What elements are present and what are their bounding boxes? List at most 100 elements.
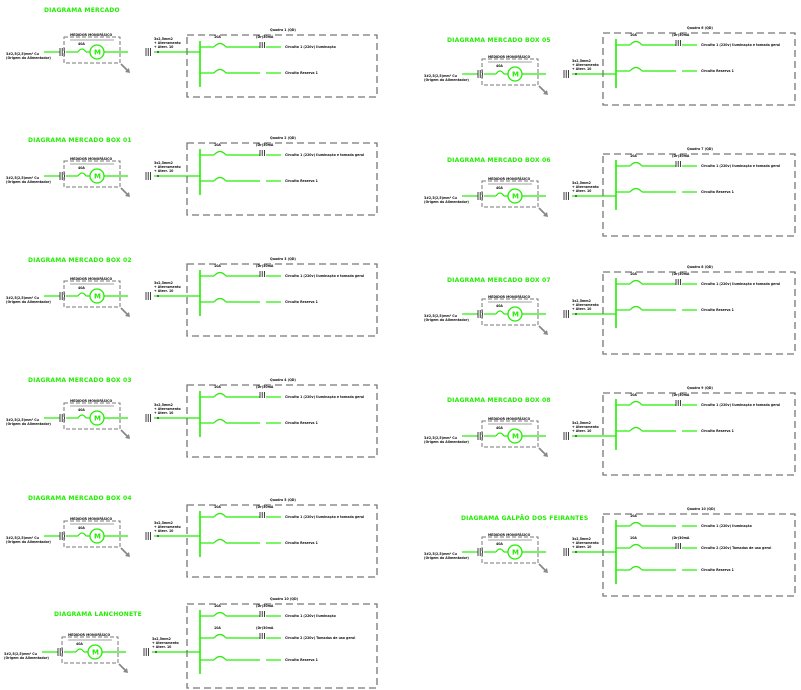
source-label-line-1: 3#2,5(2,5)mm² Cu bbox=[4, 652, 37, 656]
circuit-2: 10A (Dr)30mA Circuito 2 (220v) Tomadas de … bbox=[616, 536, 771, 550]
circuit-breaker-rating: 10A bbox=[214, 35, 221, 39]
energy-meter-glyph: M bbox=[512, 311, 519, 319]
circuit-label: Circuito Reserva 1 bbox=[701, 429, 734, 433]
cable-label-line-2: + Aterramento bbox=[572, 541, 600, 545]
circuit-2: Circuito Reserva 1 bbox=[200, 418, 318, 425]
main-breaker-symbol bbox=[495, 192, 505, 197]
cable-label-line-2: + Aterramento bbox=[154, 41, 182, 45]
diagram-title: DIAGRAMA MERCADO BOX 07 bbox=[447, 277, 551, 284]
circuit-breaker-symbol bbox=[629, 40, 643, 46]
feeder-node bbox=[575, 551, 577, 553]
distribution-board-enclosure bbox=[186, 504, 378, 578]
ground-arrow-head bbox=[125, 434, 130, 439]
ground-arrow bbox=[538, 325, 547, 334]
circuit-label: Circuito 1 (220v) Iluminação bbox=[701, 524, 753, 528]
circuit-label: Circuito 1 (220v) Iluminação e tomada ge… bbox=[701, 282, 780, 286]
ground-arrow bbox=[120, 307, 129, 316]
main-breaker-rating: 40A bbox=[78, 286, 85, 290]
meter-label: MEDIDOR MONOFÁSICO bbox=[488, 54, 530, 59]
board-title: Quadro 4 (QD) bbox=[270, 378, 296, 382]
circuit-label: Circuito Reserva 1 bbox=[285, 658, 318, 662]
cable-label-line-3: + Aterr. 10 bbox=[154, 45, 174, 49]
energy-meter-glyph: M bbox=[512, 193, 519, 201]
circuit-breaker-symbol bbox=[213, 538, 227, 544]
circuit-1: 10A (Dr)30mA Circuito 1 (220v) Iluminação bbox=[200, 604, 337, 618]
ground-arrow bbox=[120, 63, 129, 72]
circuit-1: 10A (Dr)30mA Circuito 1 (220v) Iluminação … bbox=[200, 264, 364, 278]
ground-arrow-head bbox=[125, 552, 130, 557]
diagram-8: DIAGRAMA MERCADO BOX 063#2,5(2,5)mm² Cu(… bbox=[424, 147, 796, 237]
source-label-line-2: (Origem do Alimentador) bbox=[6, 56, 51, 60]
main-breaker-symbol bbox=[75, 648, 85, 653]
meter-label: MEDIDOR MONOFÁSICO bbox=[488, 294, 530, 299]
board-title: Quadro 6 (QD) bbox=[687, 26, 713, 30]
distribution-board-enclosure bbox=[602, 271, 796, 355]
cable-label-line-1: 3x2,5mm2 bbox=[154, 37, 173, 41]
feeder-node bbox=[157, 175, 159, 177]
board-title: Quadro 1 (QD) bbox=[270, 28, 296, 32]
energy-meter-glyph: M bbox=[94, 415, 101, 423]
meter-enclosure bbox=[481, 180, 539, 208]
meter-enclosure bbox=[481, 298, 539, 326]
dr-device-label: (Dr)30mA bbox=[256, 143, 274, 147]
ground-arrow-head bbox=[125, 192, 130, 197]
diagram-1: DIAGRAMA MERCADO 3#2,5(2,5)mm² Cu(Origem … bbox=[6, 7, 378, 98]
diagram-3: DIAGRAMA MERCADO BOX 023#2,5(2,5)mm² Cu(… bbox=[6, 257, 378, 337]
diagram-title: DIAGRAMA MERCADO BOX 03 bbox=[28, 377, 132, 384]
meter-enclosure bbox=[63, 402, 121, 430]
circuit-1: 10A (Dr)30mA Circuito 1 (220v) Iluminação … bbox=[200, 385, 364, 399]
diagram-9: DIAGRAMA MERCADO BOX 073#2,5(2,5)mm² Cu(… bbox=[424, 265, 796, 355]
source-label-line-1: 3#2,5(2,5)mm² Cu bbox=[424, 196, 457, 200]
circuit-breaker-symbol bbox=[213, 68, 227, 74]
main-breaker-symbol bbox=[77, 172, 87, 177]
circuit-label: Circuito 2 (220v) Tomadas de uso geral bbox=[285, 636, 355, 640]
meter-label: MEDIDOR MONOFÁSICO bbox=[488, 416, 530, 421]
diagram-title: DIAGRAMA LANCHONETE bbox=[54, 611, 142, 618]
main-breaker-rating: 40A bbox=[78, 408, 85, 412]
circuit-3: Circuito Reserva 1 bbox=[616, 565, 734, 572]
meter-label: MEDIDOR MONOFÁSICO bbox=[70, 156, 112, 161]
energy-meter-glyph: M bbox=[512, 433, 519, 441]
main-breaker-rating: 40A bbox=[78, 42, 85, 46]
energy-meter-glyph: M bbox=[512, 549, 519, 557]
source-label-line-1: 3#2,5(2,5)mm² Cu bbox=[424, 552, 457, 556]
source-label-line-1: 3#2,5(2,5)mm² Cu bbox=[6, 176, 39, 180]
diagram-4: DIAGRAMA MERCADO BOX 033#2,5(2,5)mm² Cu(… bbox=[6, 377, 378, 458]
main-breaker-rating: 40A bbox=[496, 426, 503, 430]
main-breaker-rating: 40A bbox=[78, 526, 85, 530]
feeder-node bbox=[157, 295, 159, 297]
cable-label-line-1: 3x2,5mm2 bbox=[572, 59, 591, 63]
feeder-node bbox=[575, 435, 577, 437]
feeder-node bbox=[157, 417, 159, 419]
meter-enclosure bbox=[61, 636, 119, 664]
ground-arrow-head bbox=[543, 330, 548, 335]
main-breaker-rating: 40A bbox=[496, 542, 503, 546]
main-breaker-symbol bbox=[77, 48, 87, 53]
dr-device-label: (Dr)30mA bbox=[672, 272, 690, 276]
circuit-breaker-symbol bbox=[213, 297, 227, 303]
distribution-board-enclosure bbox=[602, 513, 796, 597]
circuit-label: Circuito Reserva 1 bbox=[285, 421, 318, 425]
cable-label-line-3: + Aterr. 10 bbox=[152, 645, 172, 649]
circuit-breaker-symbol bbox=[629, 66, 643, 72]
cable-label-line-3: + Aterr. 10 bbox=[154, 289, 174, 293]
meter-enclosure bbox=[481, 536, 539, 564]
main-breaker-symbol bbox=[495, 548, 505, 553]
circuit-breaker-symbol bbox=[629, 279, 643, 285]
board-title: Quadro 3 (QD) bbox=[270, 257, 296, 261]
circuit-1: 10A (Dr)30mA Circuito 1 (220v) Iluminação … bbox=[616, 393, 780, 407]
cable-label-line-2: + Aterramento bbox=[154, 407, 182, 411]
diagram-title: DIAGRAMA MERCADO bbox=[44, 7, 120, 14]
circuit-3: Circuito Reserva 1 bbox=[200, 655, 318, 662]
circuit-breaker-symbol bbox=[213, 150, 227, 156]
circuit-breaker-rating: 10A bbox=[214, 505, 221, 509]
cable-label-line-3: + Aterr. 10 bbox=[154, 411, 174, 415]
ground-arrow bbox=[120, 429, 129, 438]
feeder-node bbox=[575, 195, 577, 197]
main-breaker-rating: 40A bbox=[496, 186, 503, 190]
circuit-label: Circuito 1 (220v) Iluminação e tomada ge… bbox=[285, 395, 364, 399]
distribution-board-enclosure bbox=[186, 603, 378, 689]
circuit-breaker-rating: 10A bbox=[214, 385, 221, 389]
board-title: Quadro 9 (QD) bbox=[687, 386, 713, 390]
main-breaker-rating: 40A bbox=[78, 166, 85, 170]
